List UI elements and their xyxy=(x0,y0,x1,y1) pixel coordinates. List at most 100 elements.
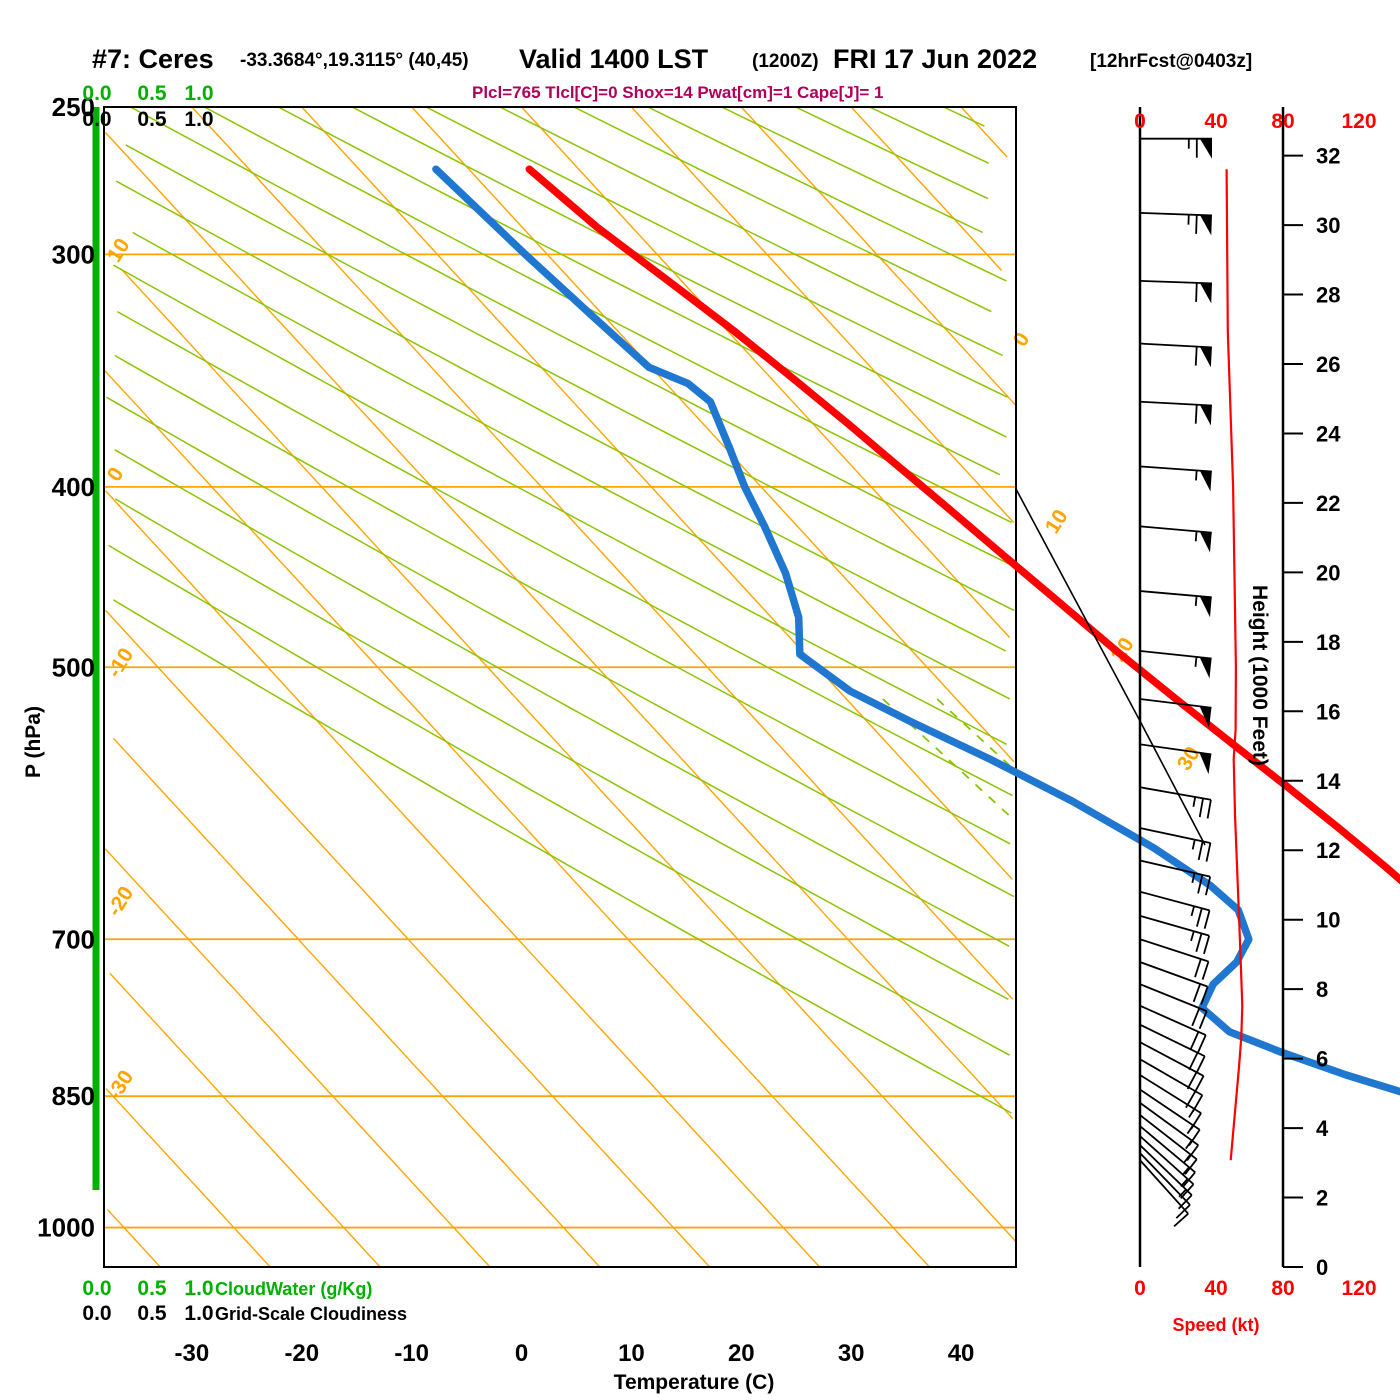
dry-adiabat-line xyxy=(108,544,1010,1056)
height-tick-label: 22 xyxy=(1316,491,1340,516)
barb-shaft xyxy=(1139,342,1212,349)
cloudwater-tick-label-top: 1.0 xyxy=(184,82,213,105)
barb-shaft xyxy=(1139,1023,1206,1058)
barb-half xyxy=(1188,1108,1196,1118)
barb-full xyxy=(1186,1071,1198,1090)
barb-pennant xyxy=(1199,596,1212,618)
barb-pennant xyxy=(1199,282,1212,304)
barb-shaft xyxy=(1139,890,1210,912)
temperature-tick-label: -20 xyxy=(284,1340,319,1367)
barb-half xyxy=(1186,1124,1194,1135)
dry-adiabat-line xyxy=(116,310,1013,797)
height-tick-label: 20 xyxy=(1316,560,1340,585)
barb-half xyxy=(1194,595,1198,607)
sounding-curves xyxy=(432,165,1400,1096)
isotherm-grid xyxy=(103,106,1018,1268)
wind-barbs xyxy=(1139,137,1212,1228)
barb-shaft xyxy=(1139,961,1208,988)
temperature-tick-label: 40 xyxy=(948,1340,975,1367)
temperature-axis-label: Temperature (C) xyxy=(614,1371,775,1394)
barb-shaft xyxy=(1139,743,1212,756)
barb-shaft xyxy=(1139,983,1208,1012)
barb-full xyxy=(1186,1144,1199,1162)
wind-barb xyxy=(1139,961,1209,1005)
barb-half xyxy=(1194,656,1198,667)
isotherm-label-right: 0 xyxy=(1009,329,1035,351)
wind-barb xyxy=(1139,342,1212,368)
isotherm-line xyxy=(850,106,1003,271)
isotherm-label-left: 10 xyxy=(103,234,135,266)
barb-shaft xyxy=(1139,1125,1196,1174)
barb-full xyxy=(1194,958,1202,978)
barb-pennant xyxy=(1199,404,1212,426)
barb-full xyxy=(1197,1034,1207,1053)
barb-full xyxy=(1203,935,1211,955)
dry-adiabat-line xyxy=(114,498,1009,1000)
wind-barb xyxy=(1139,1102,1199,1162)
mixing-ratio-line xyxy=(936,698,1016,772)
wind-barb xyxy=(1139,465,1212,492)
barb-shaft xyxy=(1139,1152,1191,1206)
temperature-curve xyxy=(525,165,1400,885)
speed-tick-label-bottom: 0 xyxy=(1134,1277,1146,1300)
barb-full xyxy=(1175,1204,1191,1219)
pressure-tick-label: 1000 xyxy=(37,1213,95,1243)
temperature-tick-label: 30 xyxy=(838,1340,865,1367)
barb-full xyxy=(1195,282,1198,302)
barb-full xyxy=(1194,346,1198,366)
barb-shaft xyxy=(1139,279,1212,285)
dry-adiabat-line xyxy=(113,264,1007,745)
pressure-tick-label: 500 xyxy=(52,652,95,682)
barb-shaft xyxy=(1139,400,1212,407)
isotherm-label-left: -20 xyxy=(103,882,139,920)
dry-adiabat-line xyxy=(647,106,1007,282)
isotherm-line xyxy=(104,132,1014,1120)
wind-barb xyxy=(1139,1058,1204,1113)
barb-shaft xyxy=(1139,1004,1207,1036)
temperature-tick-labels: -30 -20 -10 0 10 20 30 40 xyxy=(175,1340,975,1367)
isotherm-label-left: -30 xyxy=(103,1066,139,1104)
cloudiness-tick-label-bottom: 0.5 xyxy=(137,1302,167,1325)
cloudwater-tick-labels: 0.00.00.50.51.01.00.00.00.50.51.01.0 xyxy=(82,82,213,1325)
temperature-tick-label: 10 xyxy=(618,1340,645,1367)
speed-tick-label-top: 0 xyxy=(1134,110,1146,133)
dry-adiabat-line xyxy=(114,449,1010,947)
height-profile-curve xyxy=(1225,169,1244,1161)
barb-full xyxy=(1195,1055,1206,1074)
pressure-tick-label: 400 xyxy=(52,472,95,502)
wind-barb xyxy=(1139,650,1212,679)
axis-titles: P (hPa) Temperature (C) Speed (kt) Cloud… xyxy=(22,706,1260,1394)
barb-full xyxy=(1195,214,1198,234)
dry-adiabat-line xyxy=(106,396,1015,898)
barb-shaft xyxy=(1139,938,1209,963)
dry-adiabat-line xyxy=(132,231,1011,700)
height-tick-label: 6 xyxy=(1316,1047,1328,1072)
wind-barb xyxy=(1139,786,1212,819)
dry-adiabat-line xyxy=(425,106,1008,398)
wind-barb xyxy=(1139,590,1212,618)
height-tick-label: 26 xyxy=(1316,352,1340,377)
mixing-ratio-line xyxy=(882,698,1015,821)
height-tick-label: 12 xyxy=(1316,838,1340,863)
temperature-tick-label: 20 xyxy=(728,1340,755,1367)
isotherm-label-right: 10 xyxy=(1041,506,1073,538)
barb-full xyxy=(1173,1213,1189,1228)
height-tick-label: 4 xyxy=(1316,1116,1329,1141)
dry-adiabat-line xyxy=(351,106,1007,438)
isotherm-line xyxy=(105,490,821,1268)
header-block: #7: Ceres -33.3684°,19.3115° (40,45) Val… xyxy=(92,44,1252,102)
cloudiness-axis-label: Grid-Scale Cloudiness xyxy=(215,1304,407,1324)
pressure-tick-label: 250 xyxy=(52,92,95,122)
wind-barb xyxy=(1139,1023,1206,1074)
dry-adiabat-grid xyxy=(106,106,1017,1114)
barb-shaft xyxy=(1139,1102,1199,1146)
barb-full xyxy=(1194,404,1198,424)
cloudiness-tick-label-top: 1.0 xyxy=(184,108,213,131)
isotherm-line xyxy=(109,972,381,1268)
height-tick-label: 28 xyxy=(1316,283,1340,308)
barb-full xyxy=(1184,1158,1198,1175)
height-tick-label: 14 xyxy=(1316,769,1341,794)
wind-barb xyxy=(1139,914,1211,955)
